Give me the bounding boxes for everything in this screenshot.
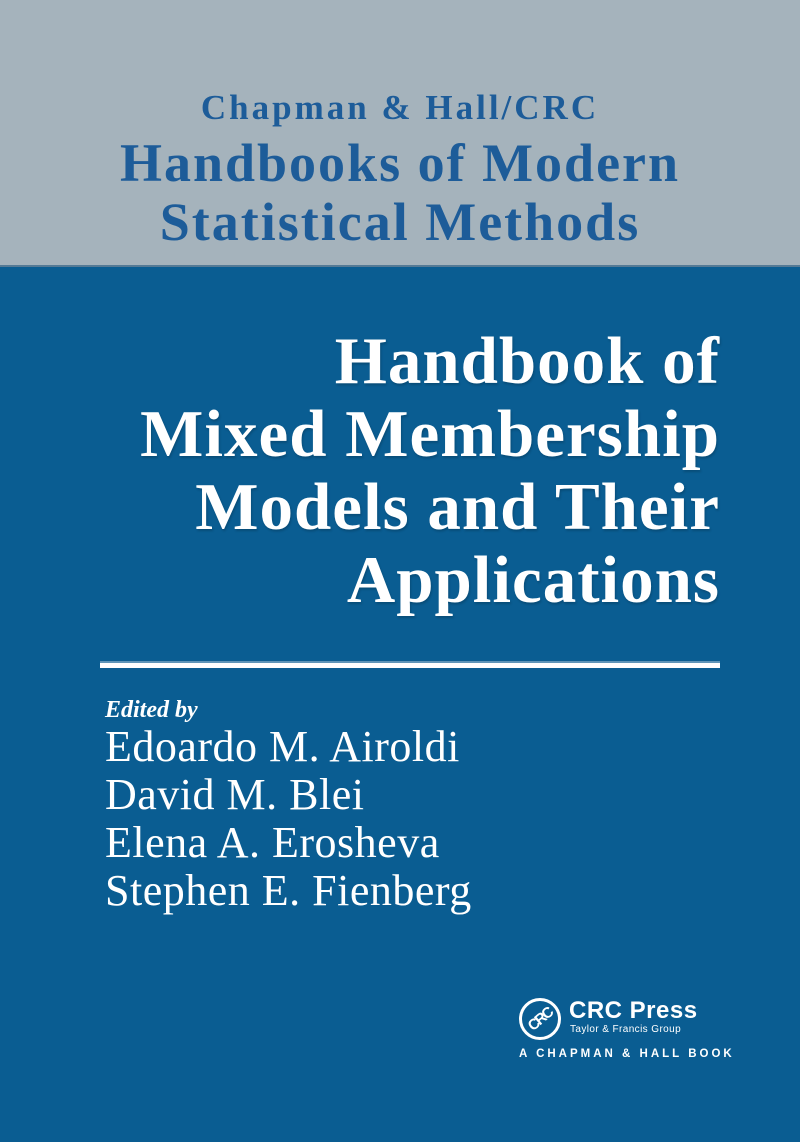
imprint-name: Chapman & Hall/CRC	[200, 88, 600, 127]
book-title-line4: Applications	[346, 543, 720, 617]
edited-by-label: Edited by	[105, 697, 198, 723]
series-band: Chapman & Hall/CRC Handbooks of Modern S…	[0, 0, 800, 267]
editor-name: Elena A. Erosheva	[105, 818, 440, 867]
editor-name: Stephen E. Fienberg	[105, 866, 472, 915]
publisher-tagline: A CHAPMAN & HALL BOOK	[519, 1048, 735, 1060]
series-title-line1: Handbooks of Modern	[119, 133, 681, 193]
editor-name: David M. Blei	[105, 770, 365, 819]
editor-name: Edoardo M. Airoldi	[105, 722, 460, 771]
book-title-line3: Models and Their	[195, 470, 720, 544]
publisher-group: Taylor & Francis Group	[570, 1024, 682, 1035]
book-title-line1: Handbook of	[334, 324, 720, 398]
book-title-line2: Mixed Membership	[140, 397, 720, 471]
title-divider-rule	[100, 663, 720, 668]
book-title: Handbook of Mixed Membership Models and …	[40, 325, 720, 617]
series-title-line2: Statistical Methods	[159, 192, 641, 252]
crc-press-logo-icon: CRC	[519, 998, 561, 1040]
editor-list: Edoardo M. Airoldi David M. Blei Elena A…	[105, 723, 472, 915]
crc-monogram: CRC	[524, 1003, 556, 1035]
series-title: Handbooks of Modern Statistical Methods	[0, 134, 800, 252]
publisher-name: CRC Press	[569, 997, 698, 1024]
